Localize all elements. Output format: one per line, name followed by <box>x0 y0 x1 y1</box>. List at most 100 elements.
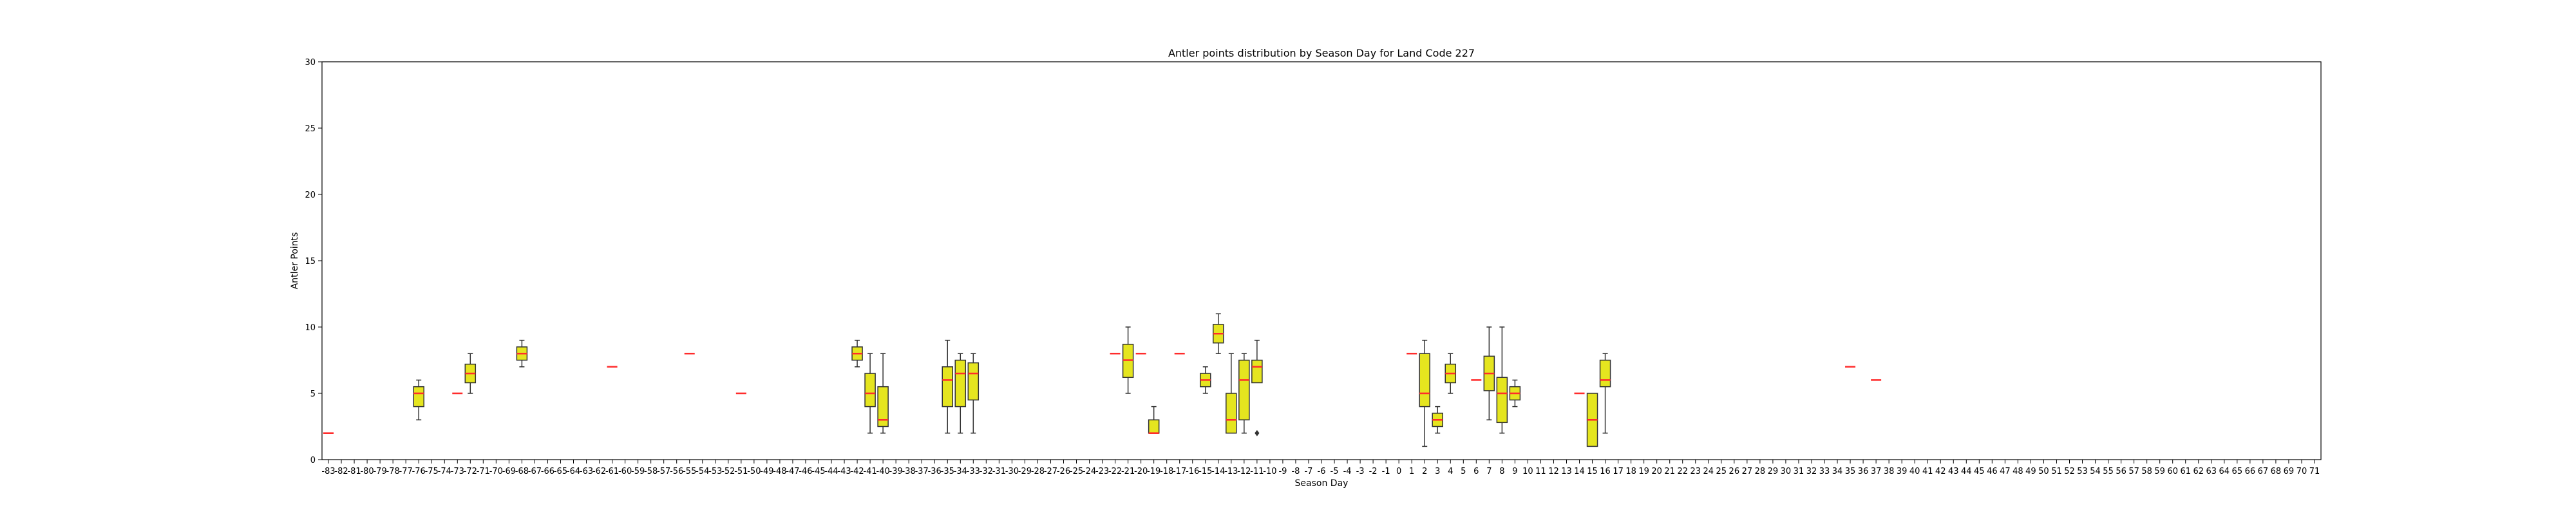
box-body <box>864 373 876 407</box>
x-tick-label: -32 <box>980 467 993 476</box>
x-tick-label: -14 <box>1211 467 1225 476</box>
x-tick-label: 25 <box>1716 467 1727 476</box>
x-tick-label: 17 <box>1613 467 1624 476</box>
x-tick-label: -28 <box>1031 467 1045 476</box>
box-day-16 <box>1599 353 1611 434</box>
x-tick-label: 35 <box>1845 467 1856 476</box>
x-tick-label: 5 <box>1461 467 1466 476</box>
box-body <box>413 386 424 407</box>
box-body <box>1496 377 1508 424</box>
outlier-point <box>1255 429 1260 436</box>
x-tick-label: -11 <box>1250 467 1264 476</box>
x-tick-label: -52 <box>721 467 735 476</box>
x-tick-label: 24 <box>1703 467 1714 476</box>
x-tick-label: 38 <box>1884 467 1895 476</box>
y-tick-label: 10 <box>305 323 316 333</box>
x-tick-label: 9 <box>1512 467 1517 476</box>
box-day-4 <box>1444 353 1457 394</box>
x-tick-label: -50 <box>747 467 761 476</box>
x-tick-label: -41 <box>863 467 876 476</box>
x-tick-label: -36 <box>928 467 942 476</box>
x-tick-label: 40 <box>1909 467 1920 476</box>
x-tick-label: 20 <box>1651 467 1662 476</box>
box-day--14 <box>1213 313 1224 354</box>
x-tick-label: -70 <box>489 467 503 476</box>
x-tick-label: -22 <box>1108 467 1122 476</box>
x-tick-label: 7 <box>1486 467 1492 476</box>
x-tick-label: 1 <box>1409 467 1414 476</box>
x-tick-label: 15 <box>1587 467 1598 476</box>
x-tick-label: -72 <box>464 467 477 476</box>
x-tick-label: -59 <box>631 467 645 476</box>
x-tick-label: -8 <box>1291 467 1300 476</box>
x-tick-label: -45 <box>811 467 825 476</box>
x-tick-label: 6 <box>1473 467 1479 476</box>
x-tick-label: 11 <box>1535 467 1546 476</box>
x-tick-label: 2 <box>1422 467 1427 476</box>
y-tick-label: 30 <box>305 58 316 68</box>
x-tick-label: 39 <box>1897 467 1908 476</box>
x-tick-label: -10 <box>1263 467 1276 476</box>
x-tick-label: -40 <box>876 467 890 476</box>
y-axis-label: Antler Points <box>290 232 300 290</box>
x-tick-label: -1 <box>1382 467 1390 476</box>
x-tick-label: 12 <box>1548 467 1559 476</box>
x-tick-label: -19 <box>1147 467 1160 476</box>
box-day--21 <box>1122 326 1134 394</box>
box-body <box>1238 359 1250 420</box>
x-tick-label: 62 <box>2193 467 2204 476</box>
x-tick-label: -76 <box>412 467 426 476</box>
x-tick-label: -68 <box>515 467 529 476</box>
x-axis-ticks: -83-82-81-80-79-78-77-76-75-74-73-72-71-… <box>321 460 2320 476</box>
box-day-7 <box>1483 326 1495 420</box>
x-tick-label: 34 <box>1832 467 1843 476</box>
box-day-15 <box>1586 393 1598 447</box>
x-tick-label: -83 <box>321 467 335 476</box>
box-day--72 <box>464 353 477 394</box>
x-tick-label: -78 <box>386 467 400 476</box>
x-tick-label: -61 <box>605 467 619 476</box>
x-tick-label: 10 <box>1522 467 1533 476</box>
box-day--42 <box>851 339 863 368</box>
box-day--68 <box>516 339 528 368</box>
x-tick-label: 60 <box>2167 467 2178 476</box>
x-tick-label: 64 <box>2219 467 2230 476</box>
x-tick-label: 54 <box>2090 467 2101 476</box>
x-tick-label: -60 <box>618 467 632 476</box>
x-tick-label: -54 <box>696 467 709 476</box>
x-tick-label: 0 <box>1396 467 1401 476</box>
plot-frame <box>321 61 2322 460</box>
box-body <box>1599 359 1611 388</box>
x-tick-label: -62 <box>592 467 606 476</box>
box-day--35 <box>942 339 954 434</box>
x-tick-label: 26 <box>1729 467 1740 476</box>
x-tick-label: -69 <box>502 467 516 476</box>
x-tick-label: 59 <box>2154 467 2165 476</box>
x-tick-label: 32 <box>1806 467 1817 476</box>
x-tick-label: -24 <box>1083 467 1096 476</box>
box-body <box>1251 359 1263 384</box>
box-body <box>1419 353 1430 407</box>
x-tick-label: 18 <box>1625 467 1636 476</box>
x-tick-label: -12 <box>1237 467 1251 476</box>
box-marks <box>323 313 1882 447</box>
x-tick-label: -43 <box>837 467 851 476</box>
x-tick-label: 14 <box>1574 467 1585 476</box>
x-tick-label: 49 <box>2025 467 2036 476</box>
x-tick-label: -73 <box>451 467 464 476</box>
box-day-2 <box>1419 339 1430 447</box>
x-tick-label: -30 <box>1005 467 1019 476</box>
x-tick-label: -77 <box>399 467 413 476</box>
box-day-3 <box>1432 406 1443 434</box>
x-tick-label: -21 <box>1121 467 1135 476</box>
box-body <box>954 359 967 407</box>
x-tick-label: -42 <box>850 467 864 476</box>
x-tick-label: 16 <box>1600 467 1611 476</box>
x-tick-label: -39 <box>889 467 903 476</box>
box-day-9 <box>1509 379 1521 407</box>
x-tick-label: -25 <box>1070 467 1083 476</box>
x-tick-label: 57 <box>2128 467 2139 476</box>
x-tick-label: -49 <box>760 467 773 476</box>
x-tick-label: 61 <box>2180 467 2191 476</box>
